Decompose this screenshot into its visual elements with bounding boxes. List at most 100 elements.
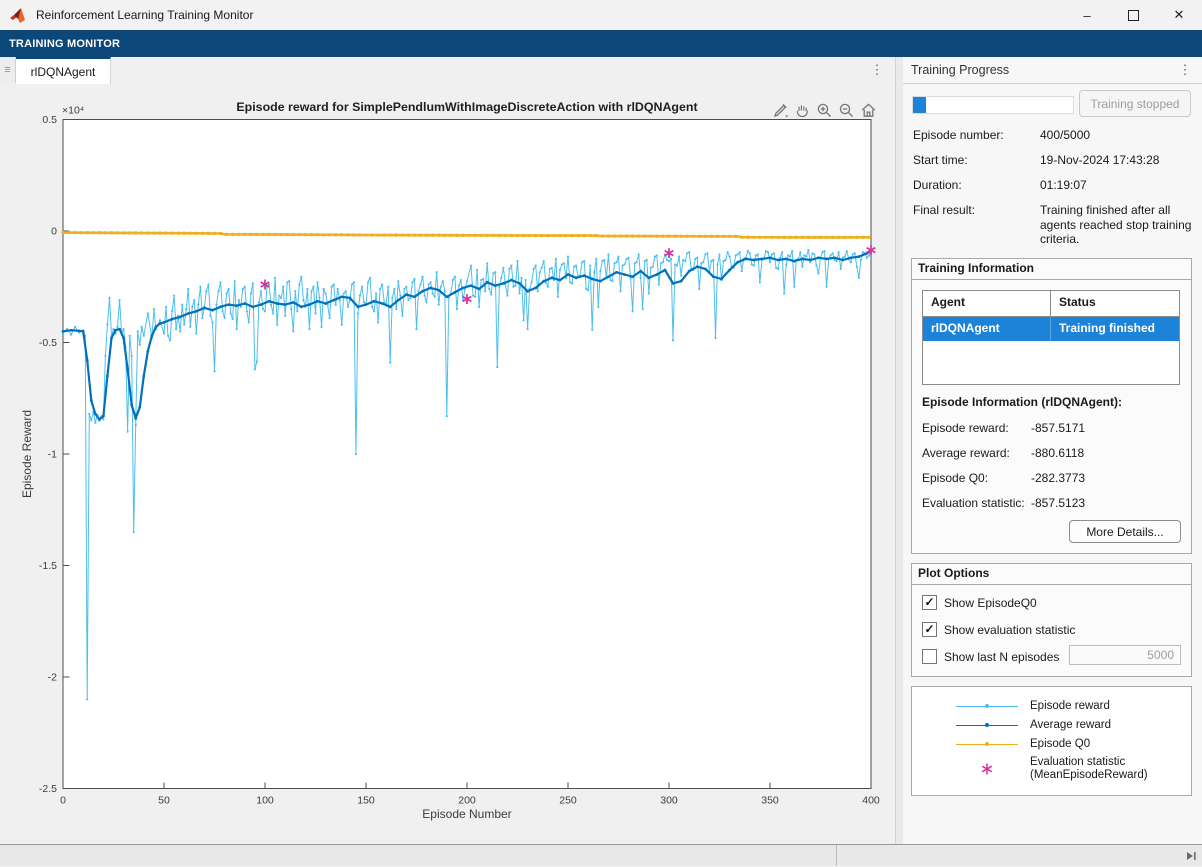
close-button[interactable]: ✕ [1156,0,1202,30]
svg-text:0: 0 [51,226,57,238]
svg-text:-2: -2 [48,672,57,684]
svg-text:Episode Number: Episode Number [422,807,511,821]
svg-text:300: 300 [660,795,678,807]
zoom-out-icon[interactable] [837,101,856,120]
show-episodeq0-option[interactable]: Show EpisodeQ0 [922,595,1037,610]
show-episodeq0-label: Show EpisodeQ0 [944,595,1037,610]
svg-text:350: 350 [761,795,779,807]
final-result-value: Training finished after all agents reach… [1040,203,1192,246]
tab-options-kebab-icon[interactable]: ⋮ [870,62,884,77]
legend-label: Average reward [1030,719,1111,731]
evaluation-statistic-asterisk-icon [956,761,1018,777]
duration-value: 01:19:07 [1040,178,1087,192]
episode-reward-label: Episode reward: [922,421,1009,435]
episode-reward-line-sample [956,706,1018,707]
svg-text:×10⁴: ×10⁴ [62,105,84,117]
show-last-n-episodes-label: Show last N episodes [944,649,1060,664]
status-cell: Training finished [1059,321,1156,335]
svg-text:0: 0 [60,795,66,807]
svg-text:0.5: 0.5 [42,114,57,126]
agent-column-header[interactable]: Agent [923,291,1051,316]
legend-label: Episode reward [1030,700,1110,712]
training-progress-fill [913,97,926,113]
tab-label: rlDQNAgent [30,64,96,79]
training-stopped-button[interactable]: Training stopped [1079,90,1191,117]
svg-text:-0.5: -0.5 [39,337,57,349]
zoom-in-icon[interactable] [815,101,834,120]
average-reward-label: Average reward: [922,446,1010,460]
average-reward-value: -880.6118 [1031,446,1085,460]
training-progress-panel: Training Progress ⋮ Training stopped Epi… [903,57,1202,844]
minimize-button[interactable]: – [1064,0,1110,30]
legend-item-evaluation-statistic: Evaluation statistic (MeanEpisodeReward) [956,756,1148,782]
window-titlebar: Reinforcement Learning Training Monitor … [0,0,1202,30]
show-evaluation-statistic-checkbox[interactable] [922,622,937,637]
status-bar [0,844,1202,866]
episode-information-title: Episode Information (rlDQNAgent): [922,395,1122,409]
axes-toolbar [771,101,878,120]
episode-number-label: Episode number: [913,128,1004,142]
export-icon[interactable] [771,101,790,120]
right-panel-header: Training Progress ⋮ [903,57,1202,84]
episode-number-value: 400/5000 [1040,128,1091,142]
evaluation-statistic-value: -857.5123 [1031,496,1086,510]
svg-text:Episode Reward: Episode Reward [20,410,34,498]
average-reward-line-sample [956,725,1018,726]
training-progress-bar [912,96,1074,114]
episode-reward-value: -857.5171 [1031,421,1086,435]
panel-options-kebab-icon[interactable]: ⋮ [1178,62,1192,77]
training-information-title: Training Information [912,259,1191,280]
chart-legend: Episode reward Average reward Episode Q0… [911,686,1192,796]
matlab-logo-icon [10,8,25,23]
pan-icon[interactable] [793,101,812,120]
window-title: Reinforcement Learning Training Monitor [36,8,254,22]
maximize-button[interactable] [1110,0,1156,30]
episode-q0-value: -282.3773 [1031,471,1086,485]
training-plot-panel[interactable]: 0 50 100 150 200 250 300 350 400 0.5 0 -0.5 -1 -1.5 -2… [0,84,895,844]
plot-options-group: Plot Options Show EpisodeQ0 Show evaluat… [911,563,1192,677]
toolstrip-tab-training-monitor[interactable]: TRAINING MONITOR [9,37,121,50]
show-last-n-episodes-option[interactable]: Show last N episodes [922,649,1059,664]
plot-options-title: Plot Options [912,564,1191,585]
more-details-button[interactable]: More Details... [1069,520,1181,543]
legend-label: Episode Q0 [1030,738,1091,750]
document-handle[interactable]: ≡ [0,57,16,83]
show-last-n-episodes-checkbox[interactable] [922,649,937,664]
expand-panel-icon[interactable] [1185,849,1197,867]
table-header-row: Agent Status [923,291,1179,317]
legend-label: Evaluation statistic (MeanEpisodeReward) [1030,756,1148,781]
toolstrip: TRAINING MONITOR [0,30,1202,57]
training-information-group: Training Information Agent Status rlDQNA… [911,258,1192,554]
evaluation-statistic-label: Evaluation statistic: [922,496,1025,510]
status-bar-divider [836,845,837,866]
svg-text:50: 50 [158,795,170,807]
n-episodes-input[interactable]: 5000 [1069,645,1181,665]
svg-text:100: 100 [256,795,274,807]
svg-text:200: 200 [458,795,476,807]
final-result-label: Final result: [913,203,976,217]
show-evaluation-statistic-option[interactable]: Show evaluation statistic [922,622,1075,637]
tab-rldqnagent[interactable]: rlDQNAgent [16,57,111,84]
table-row[interactable]: rlDQNAgent Training finished [923,317,1179,341]
agent-cell: rlDQNAgent [923,317,1051,341]
episode-q0-line-sample [956,744,1018,745]
maximize-icon [1127,9,1139,21]
minimize-icon: – [1083,7,1091,23]
duration-label: Duration: [913,178,962,192]
legend-item-average-reward: Average reward [956,719,1111,732]
svg-text:400: 400 [862,795,880,807]
svg-text:-1: -1 [48,449,57,461]
show-episodeq0-checkbox[interactable] [922,595,937,610]
home-restore-view-icon[interactable] [859,101,878,120]
legend-item-episode-reward: Episode reward [956,700,1110,713]
svg-text:-1.5: -1.5 [39,560,57,572]
svg-text:-2.5: -2.5 [39,783,57,795]
svg-text:Episode reward for SimplePendl: Episode reward for SimplePendlumWithImag… [236,100,697,114]
close-icon: ✕ [1173,7,1185,22]
hamburger-icon: ≡ [4,64,11,76]
agent-status-table: Agent Status rlDQNAgent Training finishe… [922,290,1180,385]
status-column-header[interactable]: Status [1059,295,1096,309]
document-tabstrip: ≡ rlDQNAgent ⋮ [0,57,895,85]
legend-item-episode-q0: Episode Q0 [956,738,1090,751]
episode-reward-chart[interactable]: 0 50 100 150 200 250 300 350 400 0.5 0 -0.5 -1 -1.5 -2… [0,84,895,844]
